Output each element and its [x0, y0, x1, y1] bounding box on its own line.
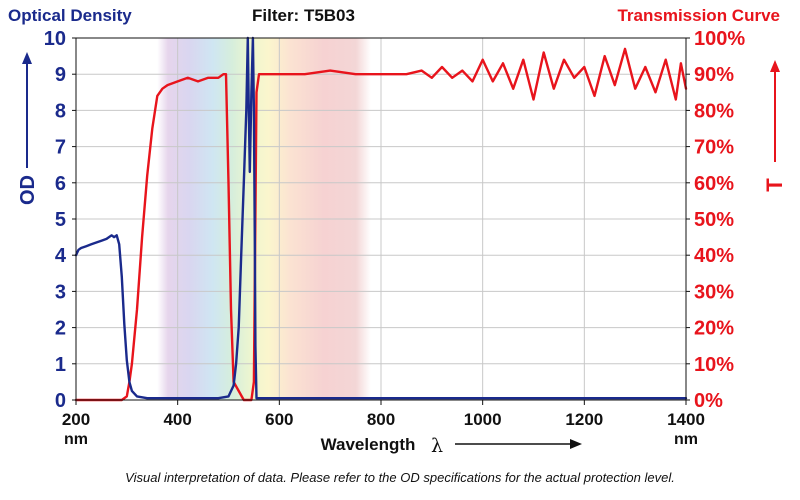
x-axis-arrow-head — [570, 439, 582, 449]
right-tick-label: 100% — [694, 28, 745, 50]
transmission-series-line — [74, 47, 688, 402]
x-axis-title: Wavelength — [321, 435, 416, 454]
right-axis-arrow-head — [770, 60, 780, 72]
right-tick-label: 50% — [694, 209, 734, 231]
lambda-symbol: λ — [431, 435, 443, 457]
tick-labels: 200 400 600 800 1000 1200 1400 nm nm 0 1 2 3 4 5 6 7 8 9 10… — [44, 28, 746, 448]
right-tick-label: 10% — [694, 354, 734, 376]
x-unit-label-right: nm — [674, 431, 698, 448]
x-tick-label: 1400 — [667, 410, 705, 429]
right-tick-label: 30% — [694, 281, 734, 303]
right-tick-label: 90% — [694, 64, 734, 86]
left-tick-label: 1 — [55, 354, 66, 376]
x-tick-label: 1000 — [464, 410, 502, 429]
footnote: Visual interpretation of data. Please re… — [125, 470, 675, 485]
right-tick-label: 20% — [694, 318, 734, 340]
left-tick-label: 2 — [55, 318, 66, 340]
x-tick-label: 600 — [265, 410, 293, 429]
series-layer — [74, 36, 688, 402]
grid-lines — [76, 38, 686, 400]
left-axis-title: OD — [17, 175, 39, 205]
od-series-line — [74, 36, 688, 400]
left-tick-label: 0 — [55, 390, 66, 412]
x-tick-label: 200 — [62, 410, 90, 429]
filter-title: Filter: T5B03 — [252, 6, 355, 25]
right-tick-label: 0% — [694, 390, 723, 412]
left-tick-label: 7 — [55, 137, 66, 159]
axis-decorations: OD T Wavelength λ — [17, 52, 787, 457]
transmission-curve-title: Transmission Curve — [617, 6, 780, 25]
right-tick-label: 80% — [694, 100, 734, 122]
left-tick-label: 6 — [55, 173, 66, 195]
left-axis-arrow-head — [22, 52, 32, 64]
x-tick-label: 800 — [367, 410, 395, 429]
optical-density-title: Optical Density — [8, 6, 132, 25]
right-tick-label: 70% — [694, 137, 734, 159]
x-tick-label: 1200 — [565, 410, 603, 429]
left-tick-label: 8 — [55, 100, 66, 122]
od-transmission-chart: 200 400 600 800 1000 1200 1400 nm nm 0 1 2 3 4 5 6 7 8 9 10… — [17, 28, 787, 457]
right-tick-label: 40% — [694, 245, 734, 267]
left-tick-label: 9 — [55, 64, 66, 86]
left-tick-label: 10 — [44, 28, 66, 50]
left-tick-label: 3 — [55, 281, 66, 303]
x-unit-label-left: nm — [64, 431, 88, 448]
left-tick-label: 4 — [55, 245, 67, 267]
left-tick-label: 5 — [55, 209, 66, 231]
x-tick-label: 400 — [163, 410, 191, 429]
right-axis-title: T — [762, 178, 787, 192]
right-tick-label: 60% — [694, 173, 734, 195]
